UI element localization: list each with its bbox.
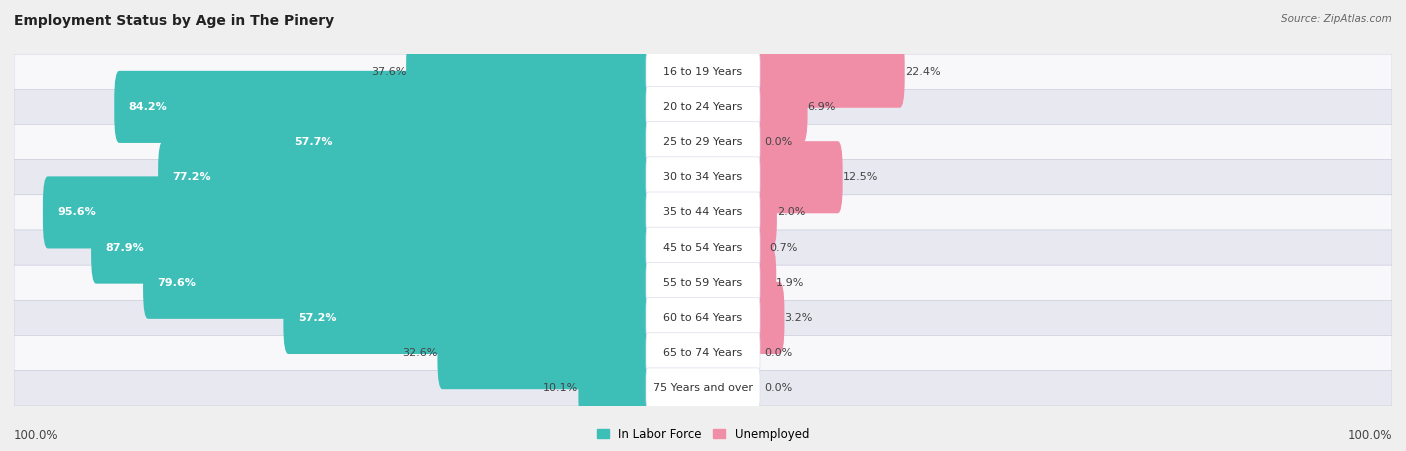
FancyBboxPatch shape bbox=[14, 160, 1392, 195]
FancyBboxPatch shape bbox=[645, 87, 761, 127]
FancyBboxPatch shape bbox=[755, 247, 776, 319]
FancyBboxPatch shape bbox=[645, 262, 761, 303]
FancyBboxPatch shape bbox=[645, 298, 761, 338]
Text: 37.6%: 37.6% bbox=[371, 67, 406, 77]
FancyBboxPatch shape bbox=[14, 54, 1392, 89]
Text: 0.0%: 0.0% bbox=[765, 137, 793, 147]
Text: 30 to 34 Years: 30 to 34 Years bbox=[664, 172, 742, 182]
Text: 6.9%: 6.9% bbox=[807, 102, 837, 112]
FancyBboxPatch shape bbox=[755, 141, 842, 213]
Text: 16 to 19 Years: 16 to 19 Years bbox=[664, 67, 742, 77]
FancyBboxPatch shape bbox=[14, 230, 1392, 265]
FancyBboxPatch shape bbox=[578, 352, 651, 424]
Text: 0.0%: 0.0% bbox=[765, 348, 793, 358]
Legend: In Labor Force, Unemployed: In Labor Force, Unemployed bbox=[592, 423, 814, 446]
FancyBboxPatch shape bbox=[157, 141, 651, 213]
Text: 65 to 74 Years: 65 to 74 Years bbox=[664, 348, 742, 358]
Text: 57.2%: 57.2% bbox=[298, 313, 336, 323]
FancyBboxPatch shape bbox=[284, 282, 651, 354]
Text: Employment Status by Age in The Pinery: Employment Status by Age in The Pinery bbox=[14, 14, 335, 28]
FancyBboxPatch shape bbox=[280, 106, 651, 178]
FancyBboxPatch shape bbox=[755, 282, 785, 354]
Text: 95.6%: 95.6% bbox=[58, 207, 96, 217]
Text: 35 to 44 Years: 35 to 44 Years bbox=[664, 207, 742, 217]
Text: 77.2%: 77.2% bbox=[173, 172, 211, 182]
FancyBboxPatch shape bbox=[437, 317, 651, 389]
Text: 32.6%: 32.6% bbox=[402, 348, 437, 358]
FancyBboxPatch shape bbox=[645, 227, 761, 268]
Text: 84.2%: 84.2% bbox=[129, 102, 167, 112]
Text: 100.0%: 100.0% bbox=[14, 429, 59, 442]
FancyBboxPatch shape bbox=[91, 212, 651, 284]
FancyBboxPatch shape bbox=[406, 36, 651, 108]
FancyBboxPatch shape bbox=[645, 51, 761, 92]
Text: 3.2%: 3.2% bbox=[785, 313, 813, 323]
FancyBboxPatch shape bbox=[14, 195, 1392, 230]
FancyBboxPatch shape bbox=[755, 212, 769, 284]
Text: 2.0%: 2.0% bbox=[778, 207, 806, 217]
Text: 57.7%: 57.7% bbox=[295, 137, 333, 147]
Text: 75 Years and over: 75 Years and over bbox=[652, 383, 754, 393]
FancyBboxPatch shape bbox=[14, 124, 1392, 160]
FancyBboxPatch shape bbox=[14, 89, 1392, 124]
FancyBboxPatch shape bbox=[14, 265, 1392, 300]
FancyBboxPatch shape bbox=[645, 157, 761, 198]
FancyBboxPatch shape bbox=[14, 371, 1392, 406]
Text: Source: ZipAtlas.com: Source: ZipAtlas.com bbox=[1281, 14, 1392, 23]
FancyBboxPatch shape bbox=[645, 333, 761, 373]
FancyBboxPatch shape bbox=[14, 336, 1392, 371]
Text: 55 to 59 Years: 55 to 59 Years bbox=[664, 278, 742, 288]
Text: 60 to 64 Years: 60 to 64 Years bbox=[664, 313, 742, 323]
Text: 25 to 29 Years: 25 to 29 Years bbox=[664, 137, 742, 147]
FancyBboxPatch shape bbox=[645, 192, 761, 233]
FancyBboxPatch shape bbox=[755, 71, 807, 143]
FancyBboxPatch shape bbox=[143, 247, 651, 319]
FancyBboxPatch shape bbox=[42, 176, 651, 249]
Text: 87.9%: 87.9% bbox=[105, 243, 145, 253]
FancyBboxPatch shape bbox=[14, 300, 1392, 336]
Text: 0.7%: 0.7% bbox=[769, 243, 797, 253]
Text: 22.4%: 22.4% bbox=[904, 67, 941, 77]
FancyBboxPatch shape bbox=[755, 176, 778, 249]
Text: 100.0%: 100.0% bbox=[1347, 429, 1392, 442]
Text: 45 to 54 Years: 45 to 54 Years bbox=[664, 243, 742, 253]
Text: 79.6%: 79.6% bbox=[157, 278, 197, 288]
FancyBboxPatch shape bbox=[645, 122, 761, 162]
Text: 10.1%: 10.1% bbox=[543, 383, 578, 393]
FancyBboxPatch shape bbox=[114, 71, 651, 143]
FancyBboxPatch shape bbox=[645, 368, 761, 409]
Text: 12.5%: 12.5% bbox=[842, 172, 877, 182]
FancyBboxPatch shape bbox=[755, 36, 904, 108]
Text: 1.9%: 1.9% bbox=[776, 278, 804, 288]
Text: 20 to 24 Years: 20 to 24 Years bbox=[664, 102, 742, 112]
Text: 0.0%: 0.0% bbox=[765, 383, 793, 393]
